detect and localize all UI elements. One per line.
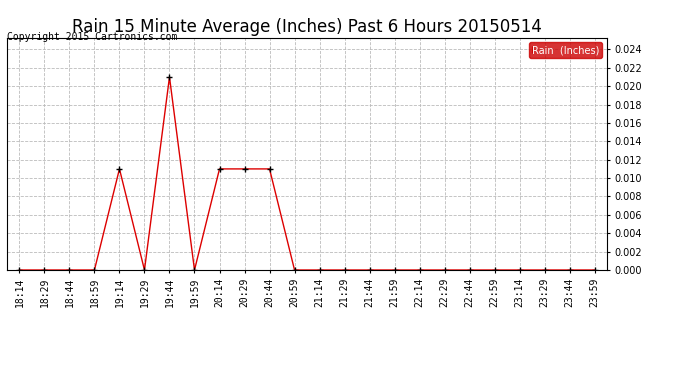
Legend: Rain  (Inches): Rain (Inches) xyxy=(529,42,602,58)
Title: Rain 15 Minute Average (Inches) Past 6 Hours 20150514: Rain 15 Minute Average (Inches) Past 6 H… xyxy=(72,18,542,36)
Text: Copyright 2015 Cartronics.com: Copyright 2015 Cartronics.com xyxy=(7,32,177,42)
